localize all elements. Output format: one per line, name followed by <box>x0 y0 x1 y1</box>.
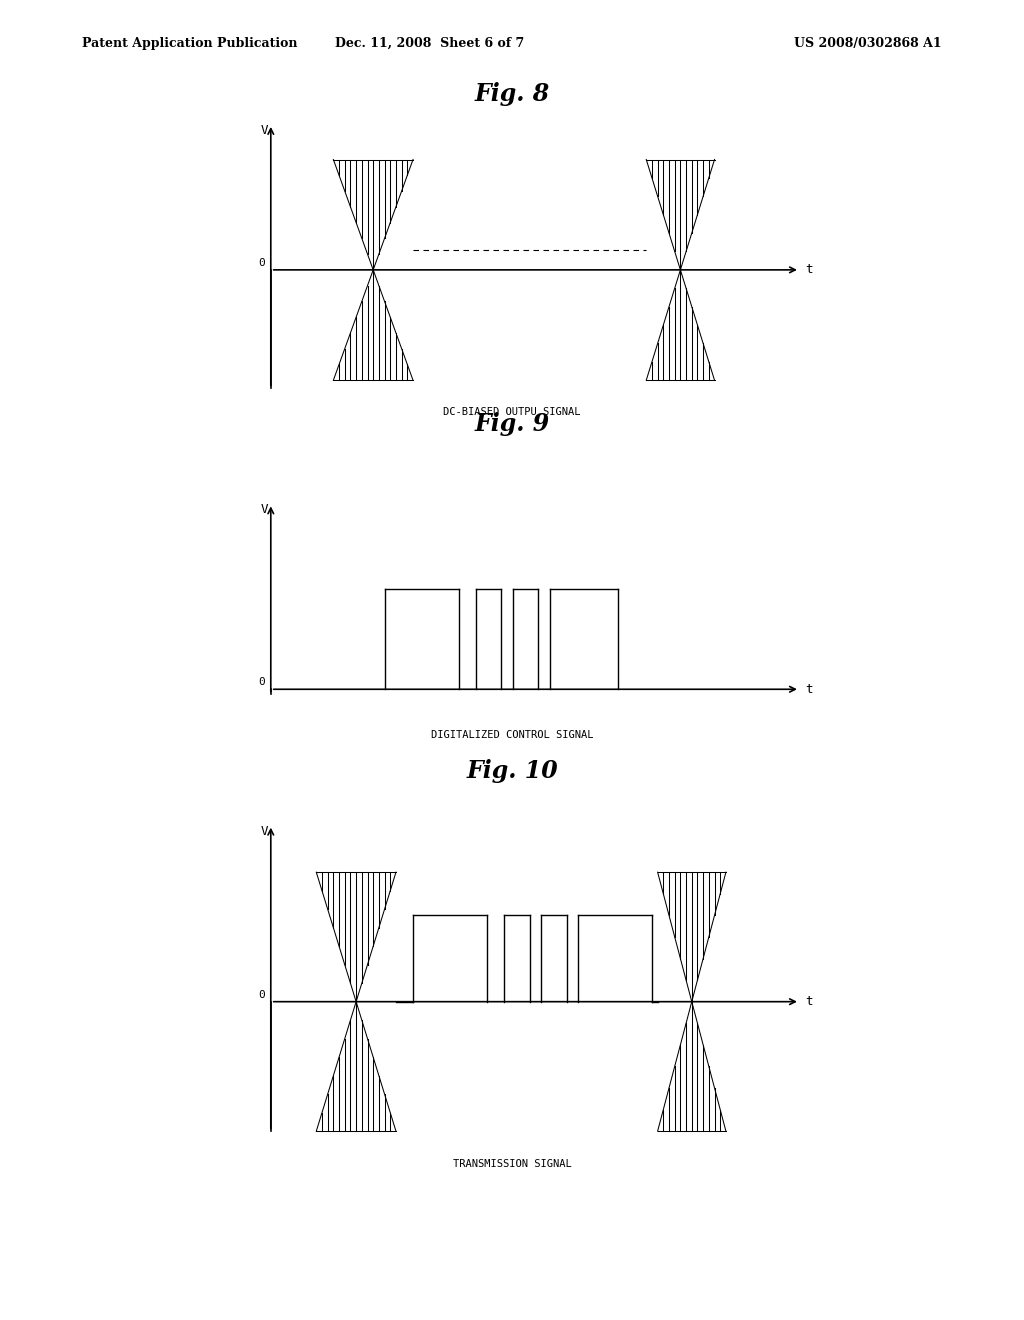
Text: TRANSMISSION SIGNAL: TRANSMISSION SIGNAL <box>453 1159 571 1170</box>
Text: t: t <box>806 682 813 696</box>
Text: DIGITALIZED CONTROL SIGNAL: DIGITALIZED CONTROL SIGNAL <box>431 730 593 741</box>
Text: 0: 0 <box>258 259 265 268</box>
Text: V: V <box>260 825 268 838</box>
Text: US 2008/0302868 A1: US 2008/0302868 A1 <box>795 37 942 50</box>
Text: V: V <box>260 503 268 516</box>
Text: V: V <box>260 124 268 137</box>
Text: Fig. 9: Fig. 9 <box>474 412 550 436</box>
Text: DC-BIASED OUTPU SIGNAL: DC-BIASED OUTPU SIGNAL <box>443 407 581 417</box>
Text: Fig. 10: Fig. 10 <box>466 759 558 783</box>
Text: t: t <box>806 995 813 1008</box>
Text: t: t <box>806 264 813 276</box>
Text: Patent Application Publication: Patent Application Publication <box>82 37 297 50</box>
Text: 0: 0 <box>258 677 265 688</box>
Text: Fig. 8: Fig. 8 <box>474 82 550 106</box>
Text: 0: 0 <box>258 990 265 1001</box>
Text: Dec. 11, 2008  Sheet 6 of 7: Dec. 11, 2008 Sheet 6 of 7 <box>336 37 524 50</box>
